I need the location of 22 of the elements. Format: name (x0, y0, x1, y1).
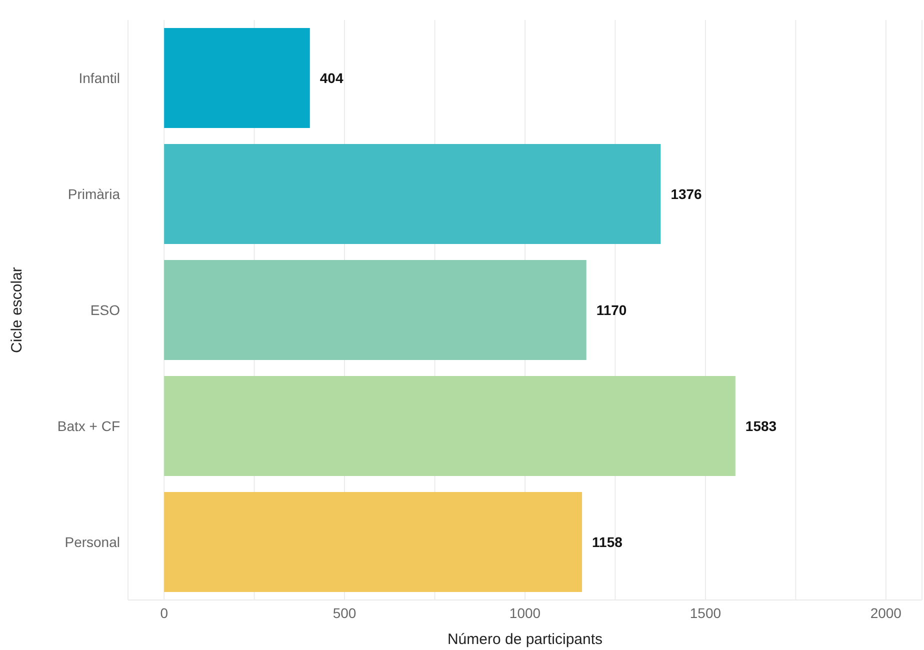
bar (164, 144, 661, 244)
x-tick-label: 0 (160, 604, 168, 621)
bar (164, 492, 582, 592)
y-tick-label: ESO (90, 302, 120, 318)
data-label: 404 (320, 70, 344, 86)
x-axis-title: Número de participants (447, 631, 603, 648)
y-tick-label: Infantil (78, 70, 120, 86)
data-label: 1376 (670, 186, 702, 202)
x-tick-label: 500 (332, 604, 356, 621)
x-tick-label: 2000 (870, 604, 902, 621)
bar (164, 376, 736, 476)
y-tick-label: Personal (64, 534, 120, 550)
x-tick-label: 1500 (690, 604, 722, 621)
data-label: 1583 (745, 418, 777, 434)
bar (164, 260, 586, 360)
bar (164, 28, 310, 128)
data-label: 1170 (596, 302, 627, 318)
data-label: 1158 (592, 534, 623, 550)
y-tick-label: Primària (68, 186, 120, 202)
x-tick-label: 1000 (509, 604, 541, 621)
y-axis-title: Cicle escolar (8, 267, 26, 353)
y-tick-label: Batx + CF (57, 418, 120, 434)
